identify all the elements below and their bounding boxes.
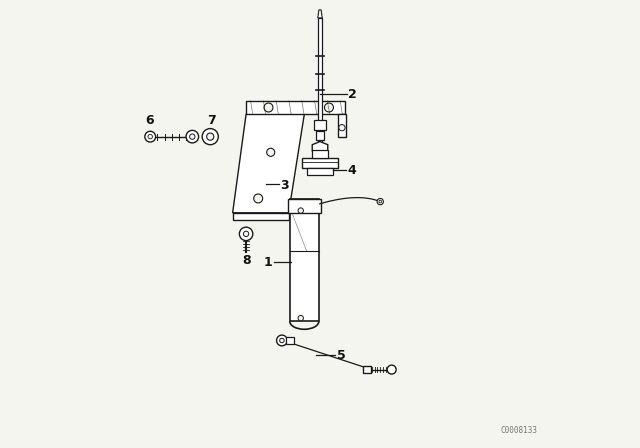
Circle shape [207, 133, 214, 140]
Circle shape [145, 131, 156, 142]
Text: 7: 7 [207, 113, 216, 127]
Circle shape [148, 134, 152, 139]
Bar [302, 158, 338, 168]
Circle shape [202, 129, 218, 145]
Bar [317, 18, 323, 155]
Circle shape [379, 200, 381, 203]
Polygon shape [232, 114, 305, 213]
Bar [287, 337, 294, 344]
Circle shape [339, 125, 345, 131]
Text: 6: 6 [145, 113, 154, 127]
Circle shape [280, 338, 284, 343]
Text: 1: 1 [263, 255, 272, 269]
Circle shape [243, 231, 249, 237]
Circle shape [276, 335, 287, 346]
Circle shape [186, 130, 198, 143]
Text: 3: 3 [280, 179, 289, 193]
Text: C0008133: C0008133 [500, 426, 538, 435]
Polygon shape [312, 142, 328, 154]
Circle shape [189, 134, 195, 139]
Polygon shape [246, 101, 344, 114]
Bar [314, 120, 326, 130]
Bar [287, 199, 321, 213]
Bar [362, 366, 371, 373]
Polygon shape [338, 114, 346, 137]
Circle shape [377, 198, 383, 205]
Bar [316, 131, 324, 140]
Text: 2: 2 [348, 87, 357, 101]
Circle shape [267, 148, 275, 156]
Circle shape [298, 208, 303, 213]
Circle shape [298, 315, 303, 321]
Text: 5: 5 [337, 349, 346, 362]
Text: 8: 8 [242, 254, 251, 267]
Polygon shape [232, 213, 289, 220]
Circle shape [264, 103, 273, 112]
Text: 4: 4 [348, 164, 356, 177]
Circle shape [324, 103, 333, 112]
Polygon shape [317, 10, 323, 18]
Bar [307, 168, 333, 175]
Circle shape [253, 194, 262, 203]
Circle shape [387, 365, 396, 374]
Bar [312, 150, 328, 158]
Circle shape [239, 227, 253, 241]
Bar [290, 199, 319, 321]
